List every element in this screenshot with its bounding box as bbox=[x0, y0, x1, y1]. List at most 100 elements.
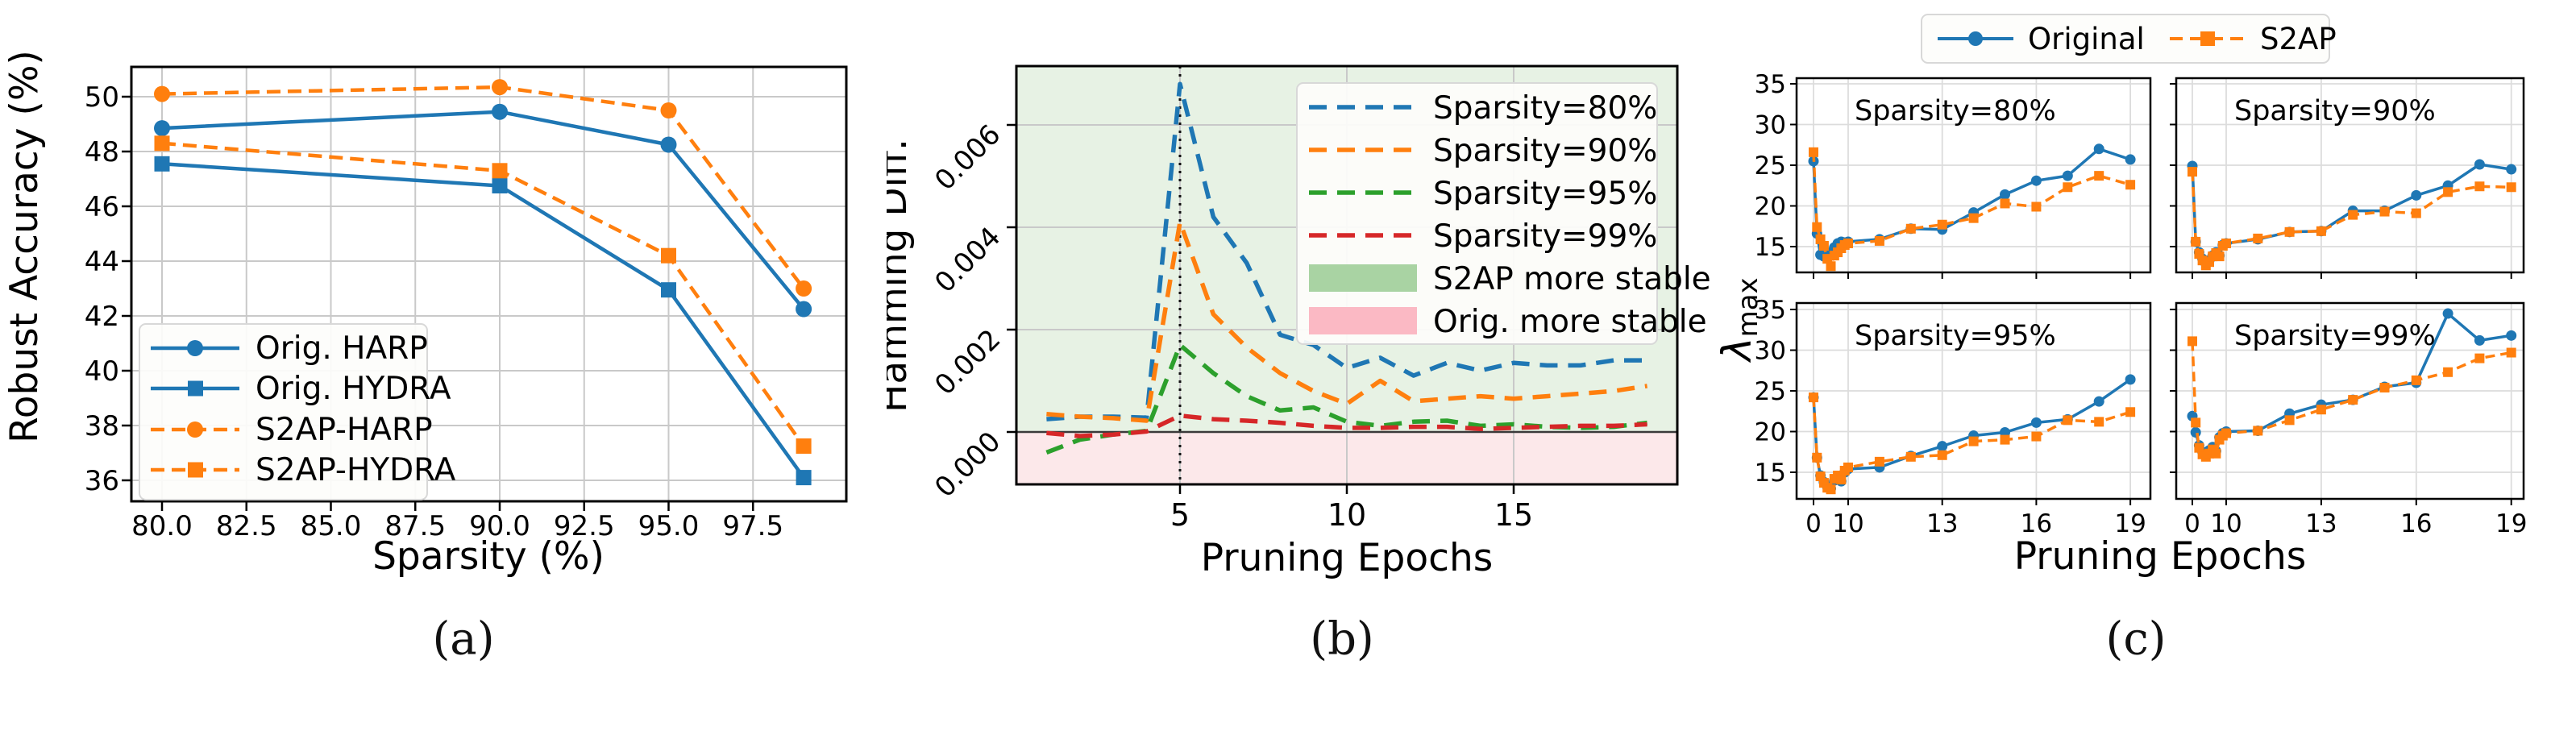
marker-circle bbox=[796, 280, 812, 297]
marker-square bbox=[2031, 201, 2042, 212]
marker-square bbox=[1826, 261, 1836, 272]
series-orig-hydra bbox=[154, 156, 812, 486]
series-sparsity-80- bbox=[1046, 81, 1647, 421]
data-markers bbox=[2188, 167, 2516, 271]
y-tick-label: 15 bbox=[1755, 233, 1786, 262]
legend-marker bbox=[188, 462, 203, 478]
y-tick-label: 20 bbox=[1755, 418, 1786, 447]
marker-square bbox=[2506, 182, 2516, 193]
marker-circle bbox=[154, 120, 170, 137]
plot-spines bbox=[2175, 77, 2525, 274]
y-axis-label-b: Hamming Diff. bbox=[887, 139, 916, 413]
marker-square bbox=[2443, 187, 2453, 197]
marker-square bbox=[2214, 251, 2225, 262]
legend-entry-orig-more-stable: Orig. more stable bbox=[1309, 304, 1707, 340]
data-markers bbox=[2188, 336, 2516, 462]
marker-square bbox=[1937, 450, 1947, 460]
x-tick-label: 10 bbox=[1327, 497, 1366, 533]
x-tick-label: 13 bbox=[2305, 509, 2337, 538]
legend-marker bbox=[2200, 31, 2215, 46]
marker-square bbox=[2000, 198, 2010, 209]
legend-marker bbox=[187, 340, 203, 356]
marker-circle bbox=[2190, 427, 2201, 438]
ticks-a: 80.0 82.5 85.0 87.5 90.0 92.5 95.0 97.5 36 38 40 42… bbox=[85, 81, 783, 542]
panel-b-chart: 5 10 15 0.000 0.002 0.004 0.006 Pruning Epochs H… bbox=[887, 64, 1711, 580]
y-tick-label: 25 bbox=[1755, 377, 1786, 406]
data-line bbox=[1046, 219, 1648, 423]
marker-square bbox=[2506, 347, 2516, 358]
plot-spines bbox=[2175, 301, 2525, 500]
marker-square bbox=[661, 282, 676, 298]
series-original bbox=[1808, 374, 2136, 494]
x-tick-label: 97.5 bbox=[722, 510, 783, 542]
marker-square bbox=[2031, 431, 2042, 442]
x-axis-label-b: Pruning Epochs bbox=[1201, 536, 1493, 580]
marker-square bbox=[2443, 367, 2453, 377]
marker-square bbox=[1809, 147, 1818, 157]
marker-square bbox=[2411, 208, 2421, 218]
marker-square bbox=[1874, 456, 1884, 467]
series-s2ap bbox=[2188, 167, 2516, 271]
legend-entry-sparsity-90-: Sparsity=90% bbox=[1309, 133, 1657, 169]
legend-entry-sparsity-95-: Sparsity=95% bbox=[1309, 176, 1657, 212]
y-tick-label: 50 bbox=[85, 81, 119, 114]
y-tick-label: 42 bbox=[85, 301, 119, 333]
x-tick-label: 5 bbox=[1170, 497, 1190, 533]
marker-square bbox=[2379, 382, 2390, 392]
marker-circle bbox=[2506, 330, 2517, 341]
marker-circle bbox=[2474, 159, 2485, 170]
marker-square bbox=[492, 178, 508, 193]
x-tick-label: 90.0 bbox=[469, 510, 530, 542]
series-sparsity-99- bbox=[1046, 413, 1647, 438]
legend-patch bbox=[1309, 264, 1417, 292]
x-tick-label: 16 bbox=[2400, 509, 2432, 538]
series-s2ap bbox=[1809, 147, 2136, 272]
marker-circle bbox=[2093, 143, 2104, 155]
legend-label: S2AP-HYDRA bbox=[256, 452, 456, 488]
series-s2ap-hydra bbox=[154, 135, 812, 454]
marker-circle bbox=[2506, 164, 2517, 175]
series-s2ap bbox=[2188, 336, 2516, 462]
legend-marker bbox=[1968, 31, 1983, 46]
legend-entry-s2ap-hydra: S2AP-HYDRA bbox=[151, 452, 456, 488]
marker-square bbox=[796, 470, 812, 486]
legend-label: Orig. HYDRA bbox=[256, 371, 451, 407]
marker-circle bbox=[2411, 189, 2422, 201]
marker-square bbox=[2188, 167, 2197, 177]
legend-label: S2AP-HARP bbox=[256, 412, 433, 448]
caption-b: (b) bbox=[1310, 612, 1374, 666]
caption-a: (a) bbox=[432, 612, 495, 666]
marker-circle bbox=[2030, 417, 2042, 428]
x-tick-label: 80.0 bbox=[131, 510, 193, 542]
x-tick-label: 85.0 bbox=[301, 510, 362, 542]
legend-label: Sparsity=80% bbox=[1433, 90, 1657, 127]
y-tick-label: 0.004 bbox=[929, 221, 1007, 299]
panel-a-chart: 80.0 82.5 85.0 87.5 90.0 92.5 95.0 97.5 36 38 40 42… bbox=[2, 50, 848, 579]
legend-label: Orig. more stable bbox=[1433, 304, 1707, 340]
panel-c-chart: Sparsity=80% Sparsity=90% Sparsity=95% Spar… bbox=[1717, 14, 2527, 579]
data-line bbox=[161, 141, 805, 447]
legend-entry-s2ap-more-stable: S2AP more stable bbox=[1309, 261, 1711, 297]
marker-square bbox=[1818, 240, 1829, 251]
y-tick-label: 0.000 bbox=[929, 426, 1007, 504]
marker-circle bbox=[796, 301, 812, 318]
panel-a-group: 80.0 82.5 85.0 87.5 90.0 92.5 95.0 97.5 36 38 40 42… bbox=[2, 50, 848, 579]
marker-square bbox=[2379, 206, 2390, 217]
data-markers bbox=[1809, 147, 2136, 272]
x-tick-label: 95.0 bbox=[638, 510, 700, 542]
legend-entry-orig-hydra: Orig. HYDRA bbox=[151, 371, 451, 407]
marker-square bbox=[1826, 484, 1836, 495]
legend-box bbox=[139, 323, 428, 500]
marker-square bbox=[2284, 415, 2295, 426]
x-tick-label: 87.5 bbox=[384, 510, 446, 542]
marker-square bbox=[2211, 448, 2221, 459]
y-tick-label: 35 bbox=[1755, 70, 1786, 99]
marker-square bbox=[1812, 222, 1822, 232]
sparsity-annotation: Sparsity=95% bbox=[1855, 320, 2056, 352]
marker-square bbox=[2474, 353, 2485, 363]
marker-square bbox=[1874, 235, 1884, 246]
x-tick-label: 0 bbox=[1805, 509, 1822, 538]
legend-label: Sparsity=95% bbox=[1433, 176, 1657, 212]
data-line bbox=[161, 162, 805, 479]
